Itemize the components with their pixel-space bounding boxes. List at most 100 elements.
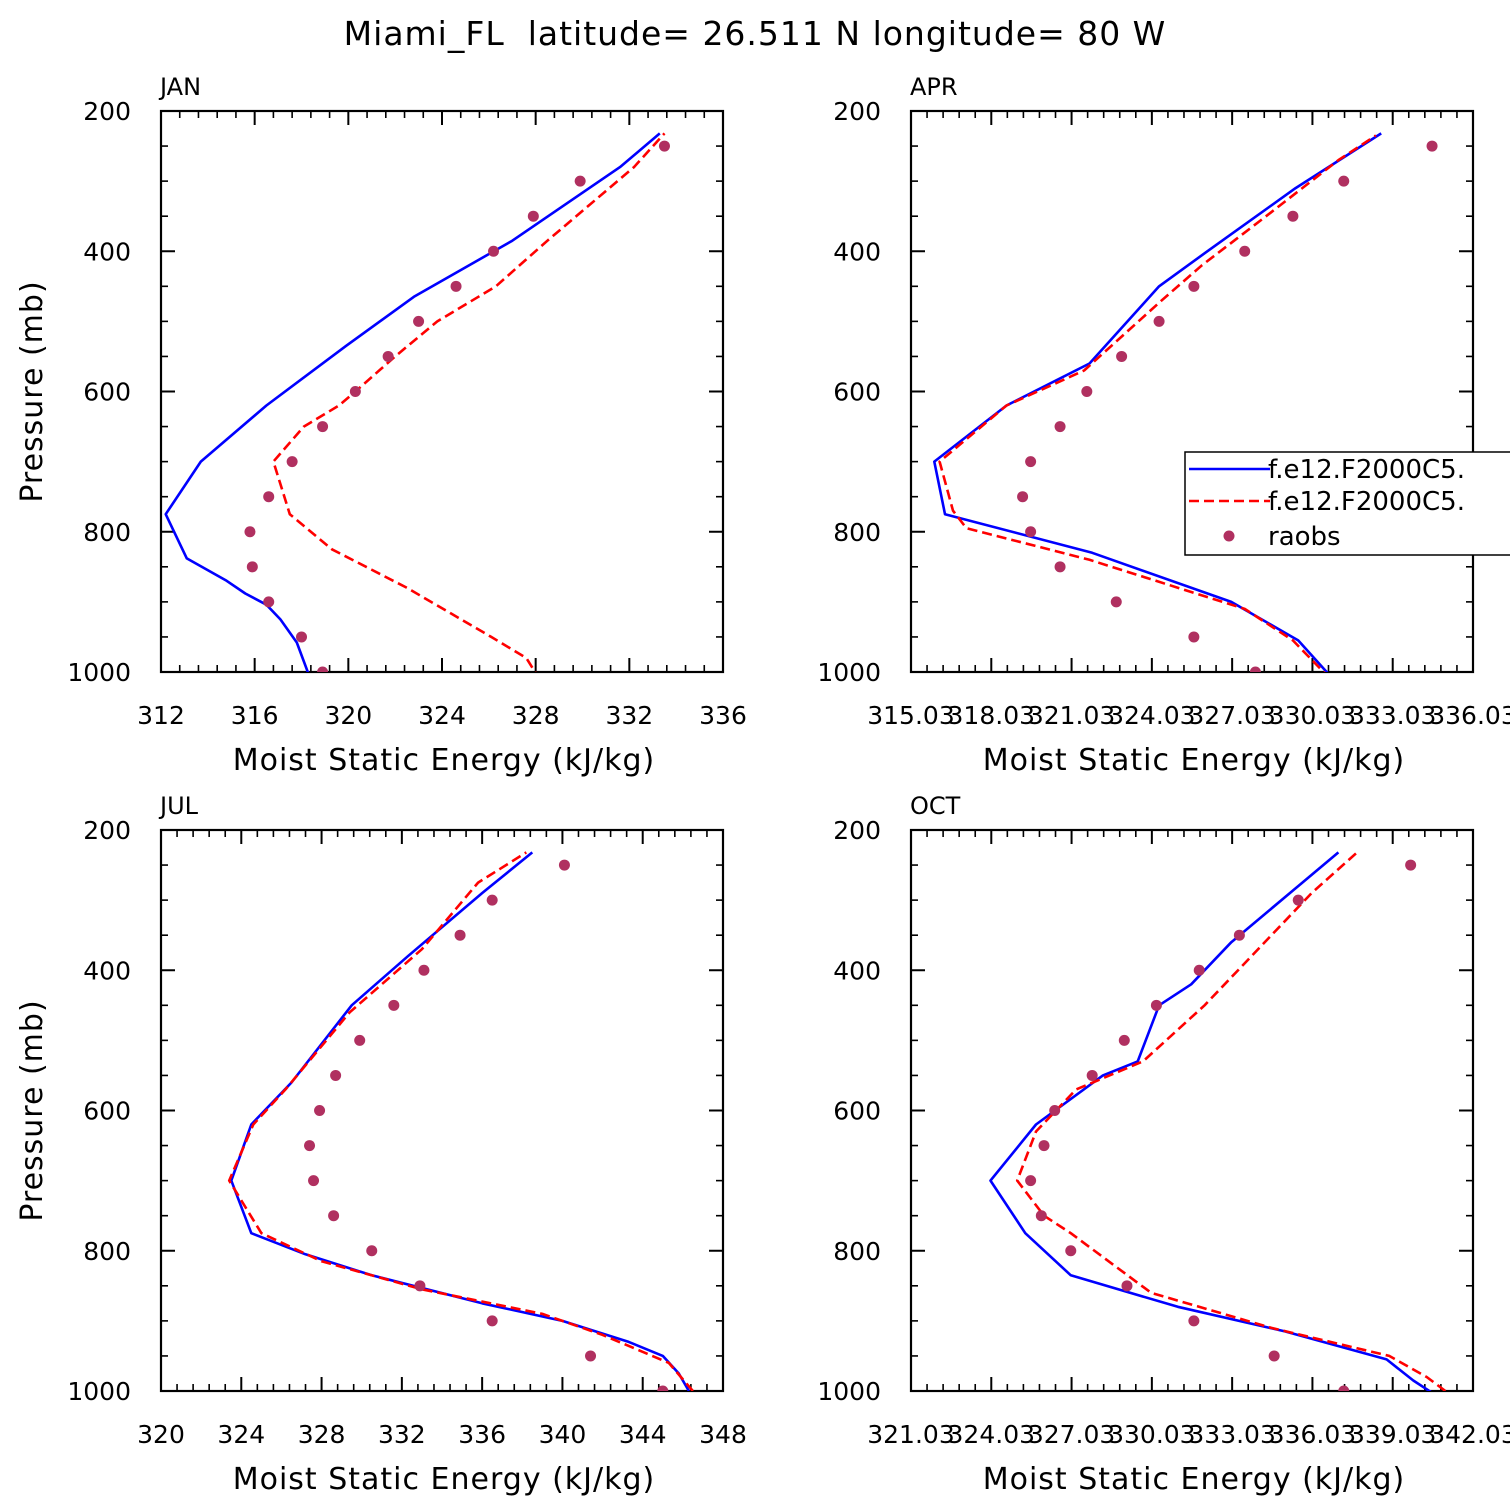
raobs-point	[1038, 1140, 1050, 1152]
x-tick-label: 324	[418, 701, 466, 730]
x-tick-label: 333.03	[1188, 1420, 1275, 1449]
y-tick-label: 400	[833, 237, 881, 266]
y-axis-label: Pressure (mb)	[15, 280, 50, 502]
raobs-point	[1233, 929, 1245, 941]
raobs-point	[1118, 1034, 1130, 1046]
series-line-dashed	[1015, 851, 1447, 1391]
raobs-point	[328, 1210, 340, 1222]
plot-frame	[159, 109, 725, 674]
x-tick-label: 321.03	[1028, 701, 1115, 730]
raobs-point	[244, 526, 256, 538]
raobs-point	[450, 280, 462, 292]
x-axis-label: Moist Static Energy (kJ/kg)	[983, 743, 1406, 778]
x-tick-label: 344	[619, 1420, 667, 1449]
panels-group: JAN 312 316 320 324 328 332 336 200 400 600 800 1000…	[15, 73, 1510, 1497]
x-tick-label: 336	[458, 1420, 506, 1449]
x-tick-label: 332	[605, 701, 653, 730]
raobs-point	[658, 140, 670, 152]
raobs-point	[413, 315, 425, 327]
panel-jul: JUL 320 324 328 332 336 340 344 348 200 400 600 800 1…	[15, 792, 747, 1497]
raobs-point	[1188, 631, 1200, 643]
series-line-solid	[933, 132, 1382, 672]
x-tick-label: 320	[137, 1420, 185, 1449]
raobs-point	[314, 1105, 326, 1116]
x-tick-label: 315.03	[867, 701, 954, 730]
panel-label: JUL	[158, 792, 199, 820]
raobs-point	[1292, 894, 1304, 906]
raobs-point	[574, 175, 586, 187]
x-tick-label: 324.03	[1108, 701, 1195, 730]
series-group	[933, 132, 1438, 672]
panel-oct: OCT321.03324.03327.03330.03333.03336.033…	[817, 792, 1510, 1497]
y-axis-label: Pressure (mb)	[15, 999, 50, 1221]
raobs-point	[1017, 491, 1029, 503]
y-tick-label: 400	[83, 956, 131, 985]
x-tick-label: 342.03	[1429, 1420, 1510, 1449]
y-tick-label: 1000	[67, 658, 131, 687]
x-tick-label: 318.03	[948, 701, 1035, 730]
y-tick-label: 1000	[817, 1377, 881, 1406]
x-axis-label: Moist Static Energy (kJ/kg)	[233, 743, 656, 778]
raobs-point	[486, 894, 498, 906]
plot-frame	[909, 828, 1475, 1393]
raobs-point	[418, 964, 430, 976]
y-tick-label: 200	[833, 816, 881, 845]
panel-label: OCT	[910, 792, 961, 820]
legend-label: f.e12.F2000C5.	[1268, 455, 1465, 485]
raobs-point	[1025, 526, 1037, 538]
x-tick-label: 330.03	[1108, 1420, 1195, 1449]
series-line-solid	[230, 851, 691, 1391]
x-tick-label: 336.03	[1429, 701, 1510, 730]
raobs-point	[1054, 561, 1066, 573]
y-tick-label: 600	[833, 1097, 881, 1126]
raobs-point	[1049, 1105, 1061, 1116]
raobs-point	[349, 386, 361, 397]
raobs-point	[317, 666, 329, 672]
raobs-point	[1338, 175, 1350, 187]
raobs-point	[366, 1245, 378, 1257]
raobs-point	[486, 1315, 498, 1327]
x-tick-label: 316	[231, 701, 279, 730]
y-tick-label: 1000	[817, 658, 881, 687]
raobs-point	[1287, 210, 1299, 222]
x-tick-label: 321.03	[867, 1420, 954, 1449]
x-tick-label: 333.03	[1349, 701, 1436, 730]
raobs-point	[1153, 315, 1165, 327]
y-tick-label: 600	[83, 378, 131, 407]
raobs-point	[317, 421, 329, 433]
y-tick-label: 800	[833, 518, 881, 547]
x-tick-label: 336	[699, 701, 747, 730]
raobs-point	[296, 631, 307, 643]
chart-title: Miami_FL latitude= 26.511 N longitude= 8…	[344, 14, 1167, 53]
raobs-point	[263, 491, 275, 503]
x-tick-label: 328	[298, 1420, 346, 1449]
y-tick-label: 600	[833, 378, 881, 407]
raobs-point	[304, 1140, 316, 1152]
y-tick-label: 200	[833, 97, 881, 126]
raobs-point	[1110, 596, 1122, 608]
raobs-point	[382, 350, 394, 362]
y-tick-label: 400	[833, 956, 881, 985]
x-tick-label: 340	[539, 1420, 587, 1449]
raobs-point	[246, 561, 258, 573]
raobs-point	[330, 1069, 342, 1081]
y-tick-label: 800	[833, 1237, 881, 1266]
series-line-solid	[164, 132, 661, 672]
y-tick-label: 800	[83, 518, 131, 547]
legend-label: f.e12.F2000C5.	[1268, 487, 1465, 517]
x-tick-label: 330.03	[1269, 701, 1356, 730]
x-tick-label: 332	[378, 1420, 426, 1449]
legend-label: raobs	[1268, 522, 1341, 552]
series-line-dashed	[227, 851, 694, 1391]
raobs-point	[1025, 456, 1037, 468]
raobs-point	[1121, 1280, 1133, 1292]
panel-label: APR	[910, 73, 958, 101]
series-line-solid	[989, 851, 1432, 1391]
raobs-point	[263, 596, 275, 608]
plot-frame	[159, 828, 725, 1393]
raobs-point	[1249, 666, 1261, 672]
raobs-point	[1081, 386, 1093, 397]
x-tick-label: 324	[217, 1420, 265, 1449]
x-tick-label: 324.03	[948, 1420, 1035, 1449]
series-line-dashed	[272, 132, 666, 672]
